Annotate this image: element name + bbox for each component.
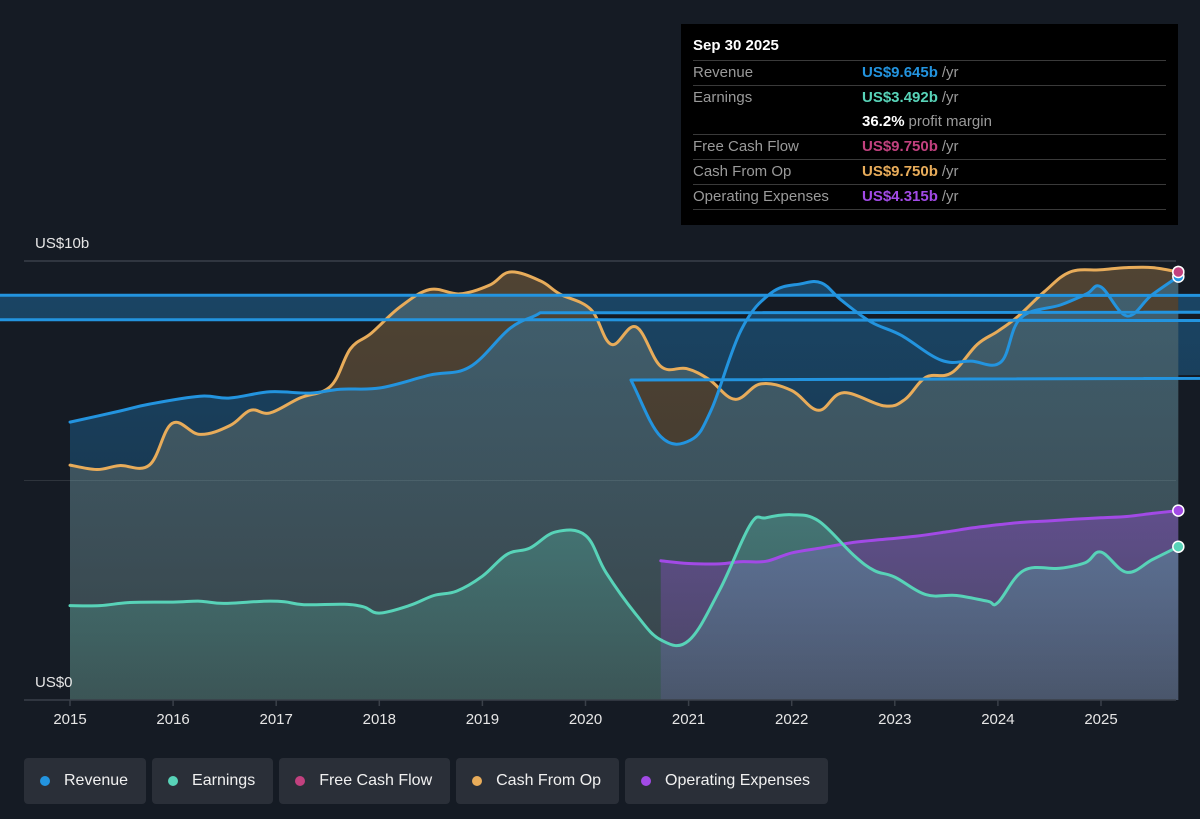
operating-expenses-dot-icon: [641, 776, 652, 786]
free-cash-flow-endpoint: [1172, 265, 1185, 279]
x-tick-label: 2023: [878, 711, 911, 728]
legend-item-free-cash-flow[interactable]: Free Cash Flow: [279, 758, 451, 804]
x-tick-label: 2021: [672, 711, 705, 728]
cash-from-op-dot-icon: [472, 776, 483, 786]
legend-item-cash-from-op[interactable]: Cash From Op: [456, 758, 620, 804]
chart: 2015 2016 2017 2018 2019 2020 2021 2022 2023 2024…: [0, 235, 1200, 728]
tooltip: Sep 30 2025 Revenue US$9.645b /yr Earnin…: [681, 24, 1178, 225]
free-cash-flow-dot-icon: [295, 776, 306, 786]
tooltip-unit: /yr: [941, 64, 959, 81]
tooltip-value: US$9.645b: [862, 64, 938, 81]
tooltip-row-operating-expenses: Operating Expenses US$4.315b /yr: [693, 185, 1166, 210]
x-tick-label: 2022: [775, 711, 808, 728]
tooltip-unit: profit margin: [908, 113, 992, 130]
x-tick-label: 2016: [156, 711, 189, 728]
tooltip-label: Free Cash Flow: [693, 138, 799, 155]
tooltip-value: US$9.750b: [862, 163, 938, 180]
revenue-dot-icon: [40, 776, 50, 786]
tooltip-unit: /yr: [941, 138, 959, 155]
x-tick-label: 2024: [981, 711, 1014, 728]
cash-from-op-line: [68, 265, 1180, 472]
tooltip-value: 36.2%: [862, 113, 905, 130]
tooltip-label: [693, 110, 862, 134]
earnings-dot-icon: [168, 776, 179, 786]
legend-item-earnings[interactable]: Earnings: [152, 758, 274, 804]
tooltip-row-cash-from-op: Cash From Op US$9.750b /yr: [693, 160, 1166, 185]
tooltip-row-earnings: Earnings US$3.492b /yr: [693, 86, 1166, 110]
legend-label: Operating Expenses: [665, 772, 811, 789]
tooltip-unit: /yr: [941, 163, 959, 180]
tooltip-label: Cash From Op: [693, 163, 792, 180]
tooltip-value: US$9.750b: [862, 138, 938, 155]
y-tick-label-top: US$10b: [35, 235, 89, 252]
tooltip-value: US$4.315b: [862, 188, 938, 205]
tooltip-unit: /yr: [941, 89, 959, 106]
earnings-area: [70, 514, 1179, 700]
x-tick-label: 2019: [466, 711, 499, 728]
x-tick-label: 2020: [569, 711, 602, 728]
y-tick-label-bottom: US$0: [35, 674, 73, 691]
series-lines: [0, 265, 1200, 648]
tooltip-row-free-cash-flow: Free Cash Flow US$9.750b /yr: [693, 135, 1166, 160]
x-tick-label: 2025: [1084, 711, 1117, 728]
legend-item-revenue[interactable]: Revenue: [24, 758, 147, 804]
tooltip-label: Earnings: [693, 89, 753, 106]
operating-expenses-line: [659, 509, 1180, 566]
tooltip-date: Sep 30 2025: [693, 36, 1166, 61]
earnings-line: [68, 513, 1180, 648]
tooltip-label: Operating Expenses: [693, 188, 829, 205]
x-tick-label: 2018: [363, 711, 396, 728]
earnings-endpoint: [1172, 540, 1185, 553]
legend-label: Cash From Op: [496, 772, 602, 789]
tooltip-value: US$3.492b: [862, 89, 938, 106]
legend-label: Revenue: [64, 772, 129, 789]
legend-label: Earnings: [192, 772, 256, 789]
x-tick-label: 2015: [53, 711, 86, 728]
series-endpoints: [1172, 265, 1185, 553]
legend-label: Free Cash Flow: [319, 772, 433, 789]
series-areas: [0, 267, 1200, 700]
tooltip-row-revenue: Revenue US$9.645b /yr: [693, 61, 1166, 86]
operating-expenses-endpoint: [1172, 504, 1185, 517]
tooltip-unit: /yr: [941, 188, 959, 205]
legend: Revenue Earnings Free Cash Flow Cash Fro…: [24, 758, 829, 804]
tooltip-row-profit-margin: 36.2% profit margin: [693, 110, 1166, 135]
tooltip-label: Revenue: [693, 64, 754, 81]
legend-item-operating-expenses[interactable]: Operating Expenses: [625, 758, 829, 804]
x-tick-label: 2017: [260, 711, 293, 728]
x-axis: 2015 2016 2017 2018 2019 2020 2021 2022 2023 2024…: [24, 699, 1176, 728]
